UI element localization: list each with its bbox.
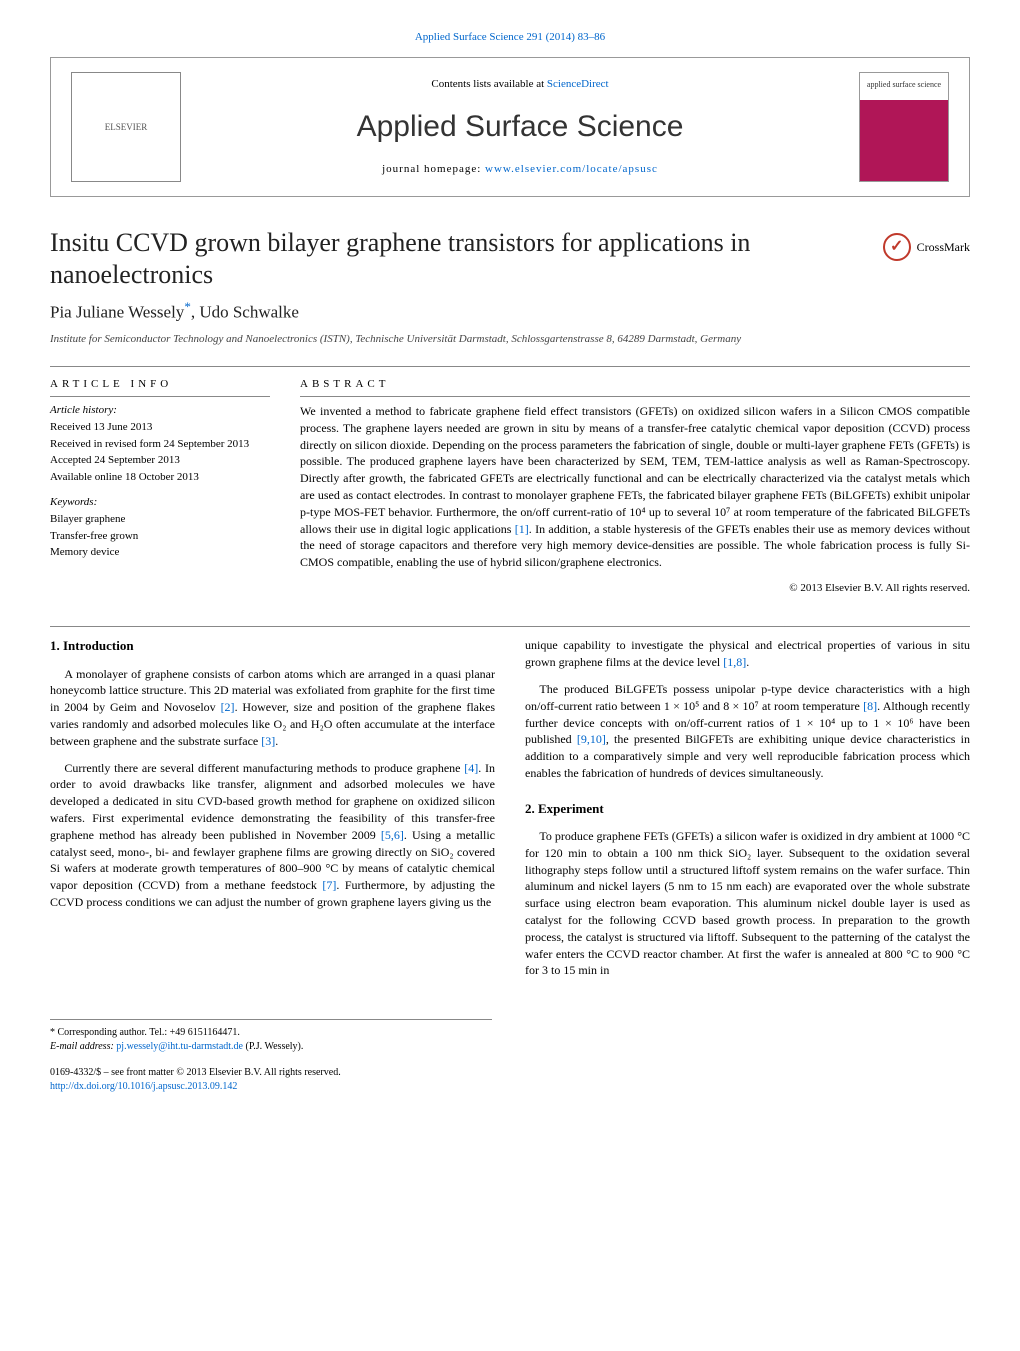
cover-thumb-text: applied surface science: [860, 81, 948, 90]
rule-info: [50, 396, 270, 397]
history-label: Article history:: [50, 403, 270, 418]
ref-link[interactable]: [8]: [863, 699, 877, 713]
article-info-header: article info: [50, 377, 270, 392]
ref-link[interactable]: [3]: [261, 734, 275, 748]
issn-line: 0169-4332/$ – see front matter © 2013 El…: [50, 1066, 970, 1080]
doi-link[interactable]: http://dx.doi.org/10.1016/j.apsusc.2013.…: [50, 1081, 237, 1092]
sciencedirect-link[interactable]: ScienceDirect: [547, 78, 609, 90]
abstract-header: abstract: [300, 377, 970, 392]
publisher-logo-text: ELSEVIER: [105, 121, 148, 134]
homepage-line: journal homepage: www.elsevier.com/locat…: [181, 162, 859, 177]
email-suffix: (P.J. Wessely).: [243, 1041, 303, 1052]
rule-top: [50, 366, 970, 367]
publisher-logo: ELSEVIER: [71, 72, 181, 182]
authors: Pia Juliane Wessely*, Udo Schwalke: [50, 298, 970, 324]
ref-link[interactable]: [4]: [464, 761, 478, 775]
ref-link[interactable]: [2]: [221, 700, 235, 714]
rule-abstract: [300, 396, 970, 397]
affiliation: Institute for Semiconductor Technology a…: [50, 332, 970, 347]
article-title: Insitu CCVD grown bilayer graphene trans…: [50, 227, 883, 289]
email-link[interactable]: pj.wessely@iht.tu-darmstadt.de: [116, 1041, 243, 1052]
copyright: © 2013 Elsevier B.V. All rights reserved…: [300, 581, 970, 596]
contents-line: Contents lists available at ScienceDirec…: [181, 77, 859, 92]
email-line: E-mail address: pj.wessely@iht.tu-darmst…: [50, 1040, 492, 1054]
section-1-title: 1. Introduction: [50, 637, 495, 655]
paragraph: To produce graphene FETs (GFETs) a silic…: [525, 828, 970, 979]
abstract-part-1: We invented a method to fabricate graphe…: [300, 404, 970, 536]
author-1: Pia Juliane Wessely: [50, 302, 184, 321]
keyword: Bilayer graphene: [50, 512, 270, 527]
article-info: article info Article history: Received 1…: [50, 377, 270, 597]
rule-mid: [50, 626, 970, 627]
info-abstract-row: article info Article history: Received 1…: [50, 377, 970, 597]
paragraph: The produced BiLGFETs possess unipolar p…: [525, 681, 970, 782]
ref-link[interactable]: [9,10]: [577, 732, 606, 746]
header-center: Contents lists available at ScienceDirec…: [181, 77, 859, 178]
journal-reference-link[interactable]: Applied Surface Science 291 (2014) 83–86: [415, 31, 605, 43]
abstract: abstract We invented a method to fabrica…: [300, 377, 970, 597]
crossmark-label: CrossMark: [917, 239, 970, 256]
email-label: E-mail address:: [50, 1041, 116, 1052]
paragraph: unique capability to investigate the phy…: [525, 637, 970, 671]
crossmark-badge[interactable]: ✓ CrossMark: [883, 233, 970, 261]
homepage-prefix: journal homepage:: [382, 163, 485, 175]
homepage-link[interactable]: www.elsevier.com/locate/apsusc: [485, 163, 658, 175]
journal-reference: Applied Surface Science 291 (2014) 83–86: [50, 30, 970, 45]
ref-link[interactable]: [1]: [515, 522, 529, 536]
crossmark-icon: ✓: [883, 233, 911, 261]
history-item: Accepted 24 September 2013: [50, 453, 270, 468]
history-item: Received in revised form 24 September 20…: [50, 437, 270, 452]
section-2-title: 2. Experiment: [525, 800, 970, 818]
ref-link[interactable]: [7]: [322, 878, 336, 892]
author-2: , Udo Schwalke: [191, 302, 299, 321]
ref-link[interactable]: [1,8]: [723, 655, 746, 669]
left-column: 1. Introduction A monolayer of graphene …: [50, 637, 495, 989]
bottom-line: 0169-4332/$ – see front matter © 2013 El…: [50, 1066, 970, 1094]
paragraph: Currently there are several different ma…: [50, 760, 495, 911]
journal-header: ELSEVIER Contents lists available at Sci…: [50, 57, 970, 197]
footnotes: * Corresponding author. Tel.: +49 615116…: [50, 1019, 492, 1054]
ref-link[interactable]: [5,6]: [381, 828, 404, 842]
right-column: unique capability to investigate the phy…: [525, 637, 970, 989]
history-item: Received 13 June 2013: [50, 420, 270, 435]
history-item: Available online 18 October 2013: [50, 470, 270, 485]
keyword: Memory device: [50, 545, 270, 560]
journal-cover-thumbnail: applied surface science: [859, 72, 949, 182]
journal-name: Applied Surface Science: [181, 106, 859, 148]
keywords-label: Keywords:: [50, 495, 270, 510]
corresponding-author: * Corresponding author. Tel.: +49 615116…: [50, 1026, 492, 1040]
contents-prefix: Contents lists available at: [431, 78, 546, 90]
abstract-text: We invented a method to fabricate graphe…: [300, 403, 970, 571]
title-row: Insitu CCVD grown bilayer graphene trans…: [50, 227, 970, 289]
body-columns: 1. Introduction A monolayer of graphene …: [50, 637, 970, 989]
paragraph: A monolayer of graphene consists of carb…: [50, 666, 495, 750]
keyword: Transfer-free grown: [50, 529, 270, 544]
